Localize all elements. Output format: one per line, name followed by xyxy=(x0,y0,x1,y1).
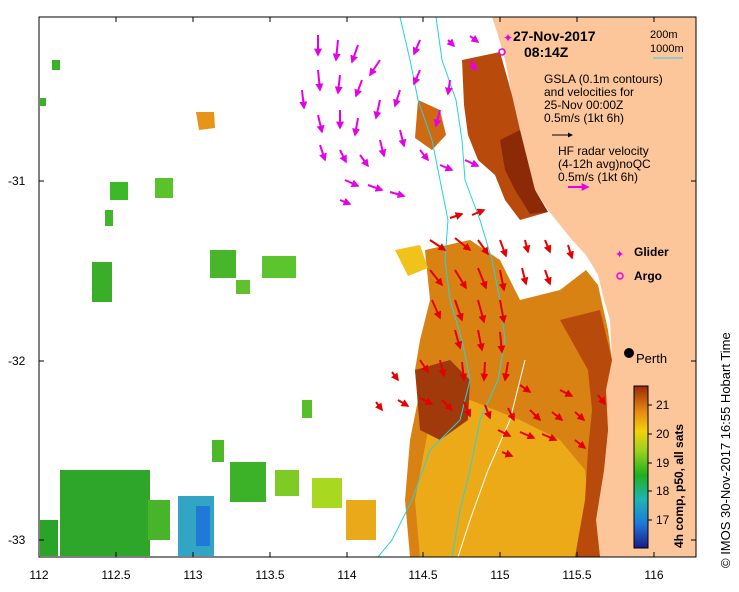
bathymetry-contours xyxy=(377,17,506,557)
x-tick-label: 115 xyxy=(490,568,510,582)
gsla-legend: GSLA (0.1m contours) and velocities for … xyxy=(544,73,694,125)
x-tick-marks xyxy=(38,17,655,557)
gsla-legend-line-2: and velocities for xyxy=(544,85,635,99)
hf-legend-line-1: HF radar velocity xyxy=(558,144,649,158)
x-tick-label: 114.5 xyxy=(408,568,438,582)
plot-frame xyxy=(38,16,697,558)
sst-scattered-patches xyxy=(40,60,376,556)
gsla-velocity-arrows xyxy=(374,208,606,458)
argo-legend-icon xyxy=(616,272,624,280)
x-tick-label: 116 xyxy=(644,568,664,582)
contour-200m-label: 200m xyxy=(650,29,678,41)
hf-radar-arrows xyxy=(299,34,480,206)
y-tick-label: -33 xyxy=(8,533,26,547)
y-tick-label: -32 xyxy=(8,354,26,368)
hf-legend: HF radar velocity (4-12h avg)noQC 0.5m/s… xyxy=(558,145,688,184)
x-tick-label: 114 xyxy=(337,568,357,582)
colorbar-tick-label: 19 xyxy=(656,456,670,470)
x-tick-label: 113 xyxy=(183,568,203,582)
svg-text:✦: ✦ xyxy=(503,31,513,45)
perth-label: Perth xyxy=(636,351,668,366)
gsla-legend-line-4: 0.5m/s (1kt 6h) xyxy=(544,111,625,125)
argo-legend-label: Argo xyxy=(634,269,662,283)
glider-legend-icon: ✦ xyxy=(615,249,624,261)
y-tick-marks xyxy=(39,180,696,541)
gsla-legend-line-1: GSLA (0.1m contours) xyxy=(544,72,663,86)
colorbar-label: 4h comp, p50, all sats xyxy=(672,423,686,548)
map-time: 08:14Z xyxy=(524,44,569,60)
x-tick-label: 113.5 xyxy=(255,568,285,582)
hf-legend-line-3: 0.5m/s (1kt 6h) xyxy=(558,170,639,184)
hf-legend-line-2: (4-12h avg)noQC xyxy=(558,157,651,171)
x-tick-label: 115.5 xyxy=(562,568,592,582)
glider-marker: ✦ xyxy=(503,31,513,45)
x-tick-label: 112 xyxy=(29,568,49,582)
colorbar xyxy=(633,385,649,549)
map-date: 27-Nov-2017 xyxy=(513,28,596,44)
colorbar-tick-label: 18 xyxy=(656,484,670,498)
copyright-footer: © IMOS 30-Nov-2017 16:55 Hobart Time xyxy=(718,332,733,568)
argo-marker xyxy=(498,48,506,56)
glider-legend-label: Glider xyxy=(634,245,669,259)
colorbar-ticks xyxy=(648,404,652,521)
contour-1000m-label: 1000m xyxy=(650,43,684,55)
colorbar-tick-label: 20 xyxy=(656,427,670,441)
x-tick-label: 112.5 xyxy=(101,568,131,582)
colorbar-tick-label: 21 xyxy=(656,398,670,412)
perth-marker xyxy=(624,348,634,358)
gsla-contour xyxy=(457,359,526,557)
colorbar-tick-label: 17 xyxy=(656,513,670,527)
gsla-legend-line-3: 25-Nov 00:00Z xyxy=(544,98,624,112)
y-tick-label: -31 xyxy=(8,174,26,188)
